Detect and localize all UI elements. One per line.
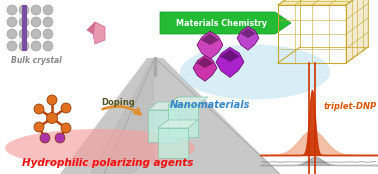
Polygon shape [168,97,208,105]
Circle shape [43,5,53,15]
Polygon shape [237,26,259,50]
Circle shape [31,41,41,51]
Polygon shape [220,49,240,62]
Circle shape [7,17,17,27]
Circle shape [55,133,65,143]
Ellipse shape [180,45,330,100]
Circle shape [7,41,17,51]
Text: Doping: Doping [101,98,135,107]
Polygon shape [197,57,214,68]
Polygon shape [168,105,198,137]
Text: Bulk crystal: Bulk crystal [11,56,61,65]
Polygon shape [93,22,105,44]
Circle shape [7,29,17,39]
Polygon shape [160,12,291,34]
Circle shape [31,17,41,27]
Circle shape [31,5,41,15]
Ellipse shape [5,129,195,167]
Polygon shape [158,120,198,128]
Polygon shape [201,33,219,45]
Polygon shape [60,58,280,174]
Polygon shape [346,0,368,63]
Bar [22,5,26,51]
Polygon shape [216,47,244,77]
Circle shape [46,113,57,124]
Polygon shape [278,0,368,5]
Polygon shape [148,110,178,142]
Circle shape [34,122,44,132]
Circle shape [34,104,44,114]
Text: triplet-DNP: triplet-DNP [324,102,376,111]
Circle shape [31,29,41,39]
Text: Hydrophilic polarizing agents: Hydrophilic polarizing agents [22,158,194,168]
Polygon shape [148,102,188,110]
Circle shape [19,29,29,39]
Circle shape [19,17,29,27]
Circle shape [43,41,53,51]
Polygon shape [197,31,223,59]
Polygon shape [87,22,95,34]
Text: Nanomaterials: Nanomaterials [170,100,250,110]
Circle shape [40,133,50,143]
Circle shape [7,5,17,15]
Circle shape [61,103,71,113]
Circle shape [19,41,29,51]
Polygon shape [193,55,217,81]
Polygon shape [158,128,188,158]
Circle shape [43,29,53,39]
Circle shape [61,123,71,133]
Polygon shape [240,28,256,38]
Circle shape [19,5,29,15]
Text: Materials Chemistry: Materials Chemistry [176,19,267,28]
Circle shape [47,95,57,105]
Circle shape [43,17,53,27]
